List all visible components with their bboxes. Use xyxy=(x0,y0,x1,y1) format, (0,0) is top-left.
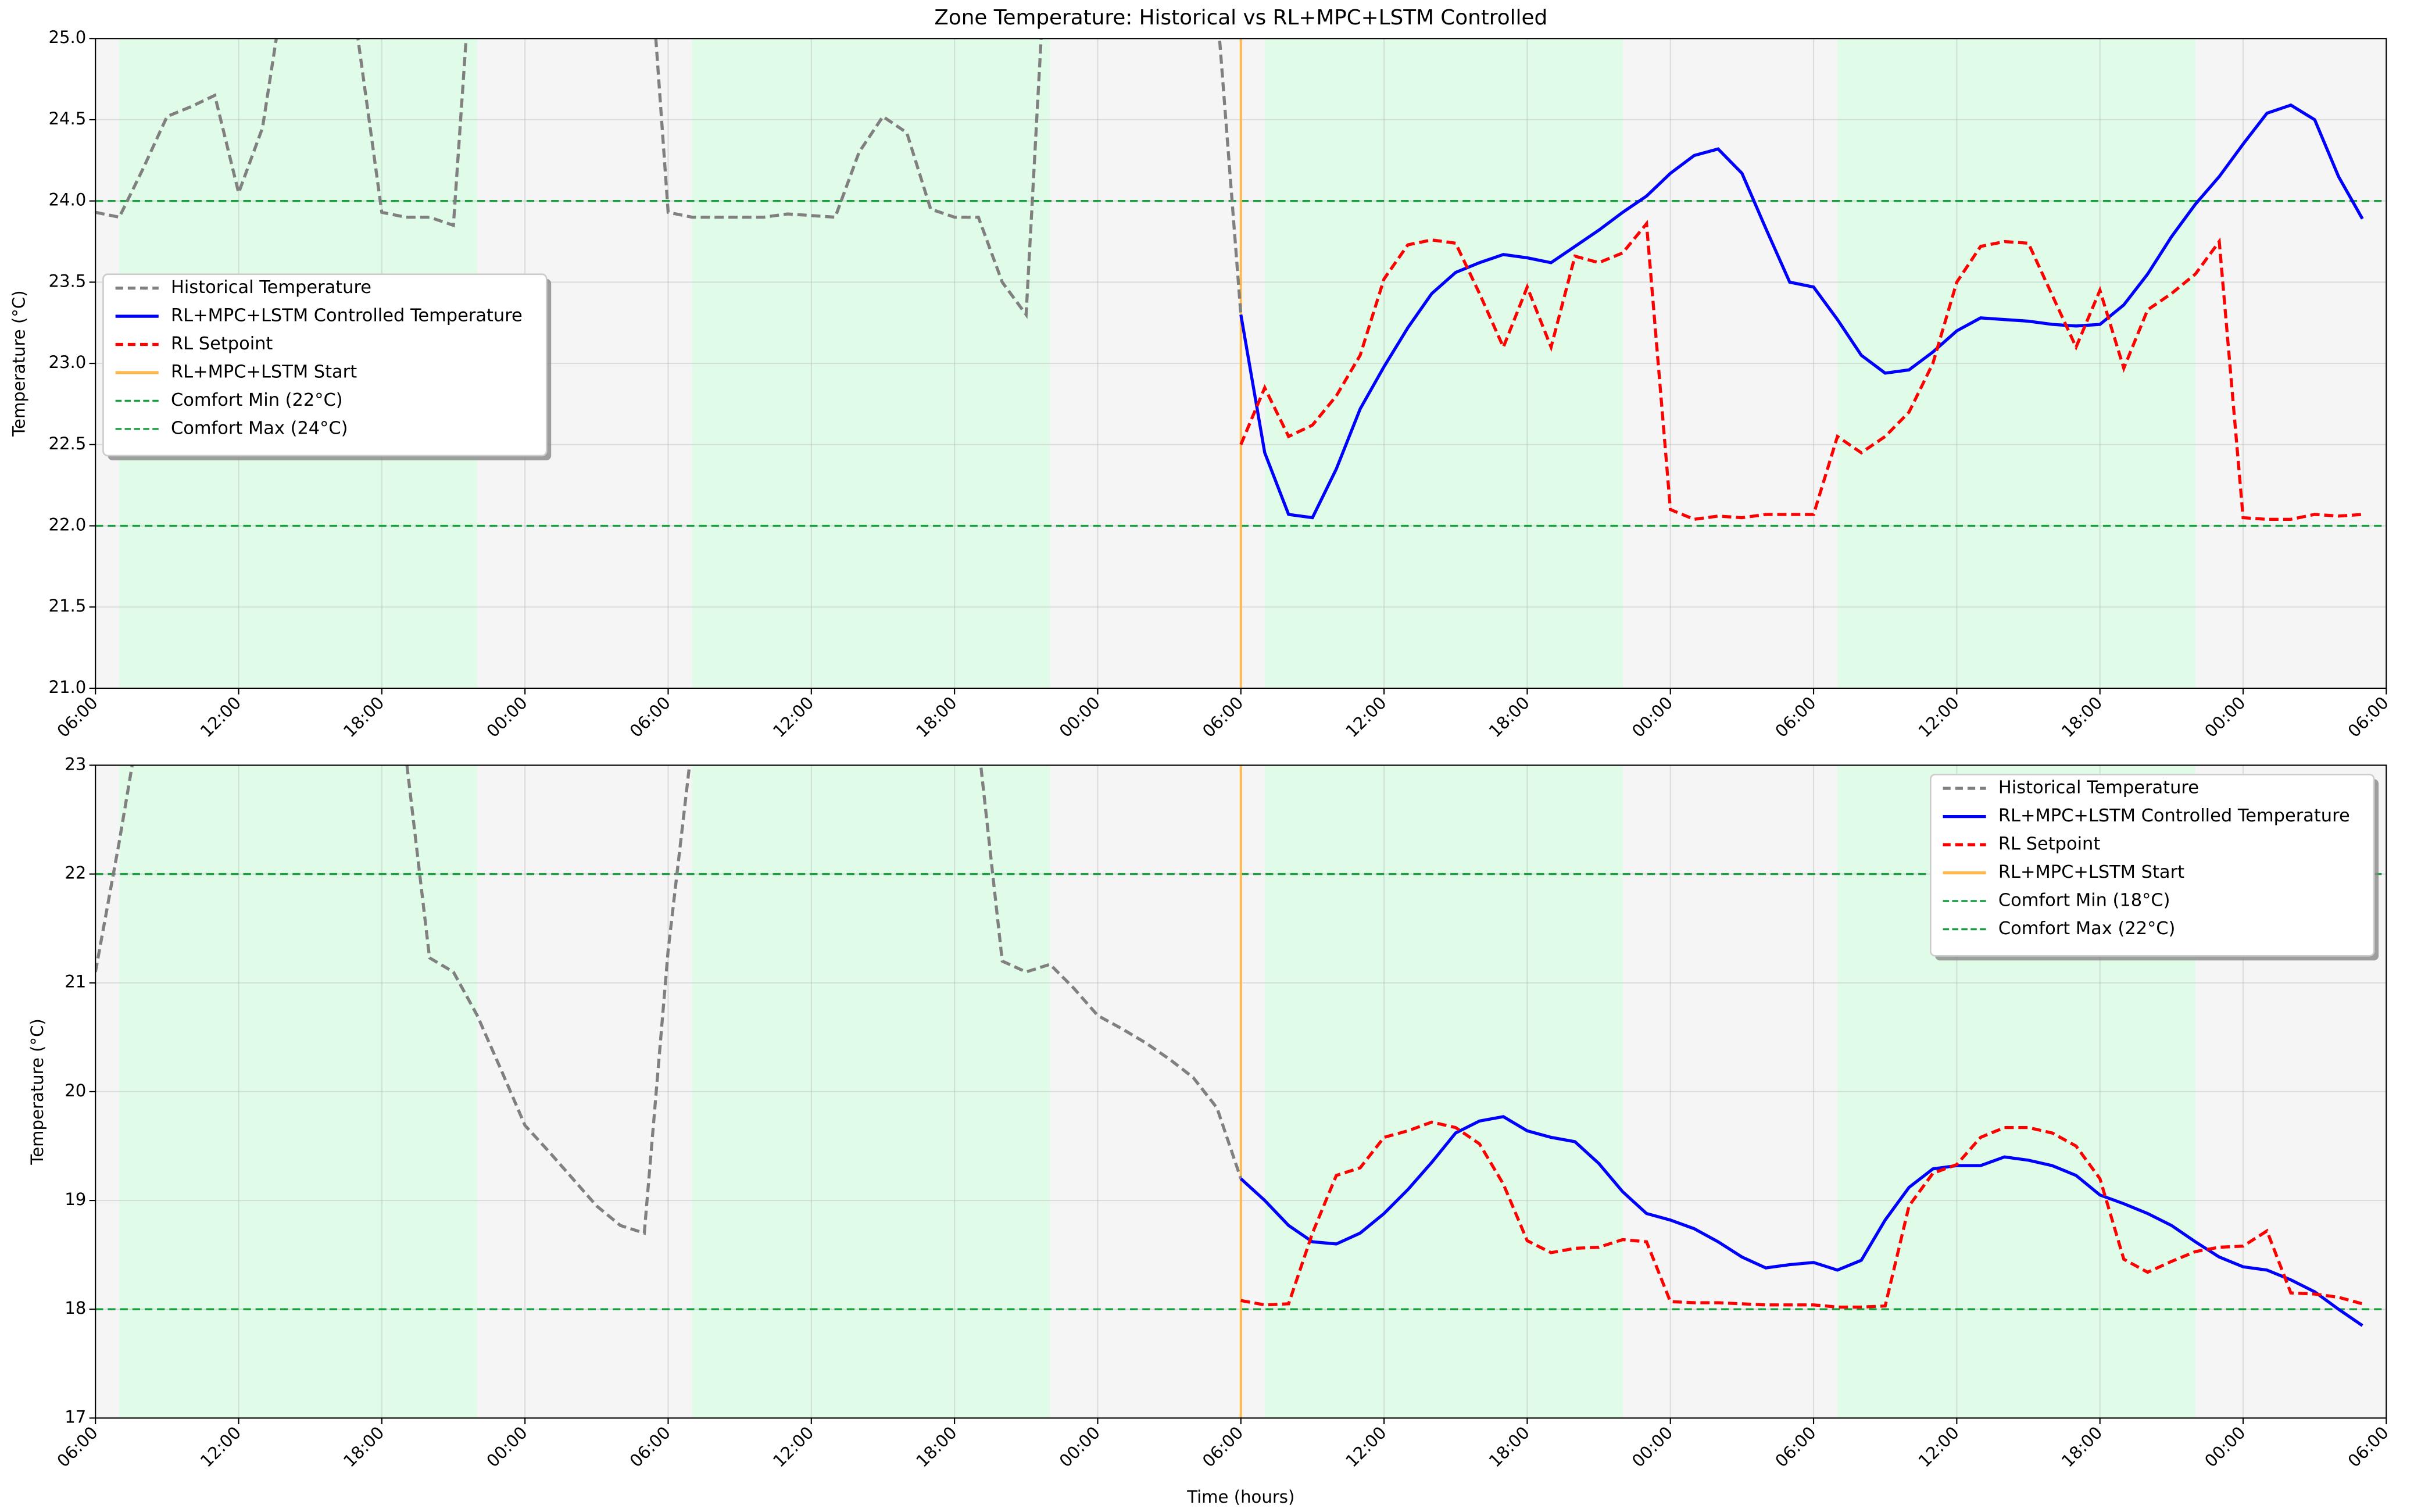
y-tick-label: 22.0 xyxy=(48,515,86,535)
legend-label: Comfort Min (22°C) xyxy=(171,390,343,410)
x-tick-label: 18:00 xyxy=(339,1422,388,1471)
x-tick-label: 12:00 xyxy=(1342,693,1390,741)
y-tick-label: 24.5 xyxy=(48,109,86,128)
plot-frame xyxy=(95,764,2387,1419)
legend-box xyxy=(1930,773,2375,957)
axes: 17 18 19 20 21 22 23 06:00 12:00 18:00 00:00 06:00 1… xyxy=(27,754,2392,1507)
y-tick-label: 21 xyxy=(65,972,86,992)
series-line xyxy=(95,765,1243,1235)
x-tick-label: 12:00 xyxy=(1915,1422,1963,1471)
y-tick-label: 19 xyxy=(65,1189,86,1209)
legend-label: RL Setpoint xyxy=(1998,834,2100,855)
y-tick-label: 17 xyxy=(65,1407,86,1427)
y-tick-label: 18 xyxy=(65,1298,86,1318)
x-tick-label: 00:00 xyxy=(482,693,531,741)
x-tick-label: 18:00 xyxy=(1485,1422,1533,1471)
legend: Historical Temperature RL+MPC+LSTM Contro… xyxy=(102,273,552,460)
series-line xyxy=(1239,103,2364,520)
legend-label: Historical Temperature xyxy=(1998,778,2199,798)
y-tick-label: 22.5 xyxy=(48,434,86,453)
x-tick-label: 06:00 xyxy=(53,1422,101,1471)
x-tick-label: 18:00 xyxy=(2058,693,2106,741)
y-axis-label: Temperature (°C) xyxy=(27,1018,47,1165)
x-tick-label: 00:00 xyxy=(1056,1422,1104,1471)
legend-label: RL Setpoint xyxy=(171,334,273,354)
x-tick-label: 12:00 xyxy=(1342,1422,1390,1471)
x-tick-label: 12:00 xyxy=(196,1422,245,1471)
y-tick-label: 25.0 xyxy=(48,27,86,47)
x-tick-label: 18:00 xyxy=(2058,1422,2106,1471)
legend-box xyxy=(102,273,548,457)
x-tick-label: 18:00 xyxy=(912,1422,960,1471)
plot-area xyxy=(95,38,2387,688)
legend-label: RL+MPC+LSTM Controlled Temperature xyxy=(1998,806,2350,826)
axes: 21.0 21.5 22.0 22.5 23.0 23.5 24.0 24.5 25.0 06:0… xyxy=(9,27,2392,741)
series-line xyxy=(95,38,1243,319)
y-tick-label: 22 xyxy=(65,863,86,883)
x-tick-label: 06:00 xyxy=(53,693,101,741)
y-tick-label: 23 xyxy=(65,754,86,774)
legend-label: Historical Temperature xyxy=(171,277,371,298)
x-tick-label: 06:00 xyxy=(1771,1422,1819,1471)
x-tick-label: 12:00 xyxy=(769,1422,817,1471)
plot-area xyxy=(95,765,2387,1418)
legend-label: RL+MPC+LSTM Controlled Temperature xyxy=(171,306,523,326)
x-tick-label: 12:00 xyxy=(1915,693,1963,741)
x-axis-label: Time (hours) xyxy=(1186,1487,1294,1507)
occupied-span xyxy=(692,38,1050,688)
occupied-span xyxy=(1264,38,1623,688)
y-tick-label: 21.5 xyxy=(48,596,86,616)
x-tick-label: 06:00 xyxy=(2344,693,2392,741)
series-line xyxy=(1240,1120,2363,1309)
legend-label: RL+MPC+LSTM Start xyxy=(1998,862,2184,882)
x-tick-label: 00:00 xyxy=(2201,693,2249,741)
x-tick-label: 06:00 xyxy=(1199,693,1247,741)
x-tick-label: 00:00 xyxy=(2201,1422,2249,1471)
x-tick-label: 12:00 xyxy=(196,693,245,741)
x-tick-label: 00:00 xyxy=(1628,693,1676,741)
chart-title: Zone Temperature: Historical vs RL+MPC+L… xyxy=(934,6,1547,30)
x-tick-label: 18:00 xyxy=(1485,693,1533,741)
x-tick-label: 12:00 xyxy=(769,693,817,741)
x-tick-label: 00:00 xyxy=(1056,693,1104,741)
occupied-span xyxy=(1837,38,2195,688)
y-tick-label: 20 xyxy=(65,1081,86,1100)
x-tick-label: 06:00 xyxy=(626,693,674,741)
legend: Historical Temperature RL+MPC+LSTM Contro… xyxy=(1930,773,2379,961)
y-tick-label: 23.0 xyxy=(48,352,86,372)
y-tick-label: 21.0 xyxy=(48,677,86,697)
plot-frame xyxy=(95,38,2387,689)
y-tick-label: 23.5 xyxy=(48,271,86,291)
x-tick-label: 00:00 xyxy=(1628,1422,1676,1471)
legend-label: Comfort Max (24°C) xyxy=(171,418,348,438)
x-tick-label: 06:00 xyxy=(1199,1422,1247,1471)
series-line xyxy=(1239,220,2363,521)
x-tick-label: 06:00 xyxy=(626,1422,674,1471)
series-line xyxy=(1239,1115,2363,1327)
x-tick-label: 00:00 xyxy=(482,1422,531,1471)
y-tick-label: 24.0 xyxy=(48,190,86,210)
x-tick-label: 18:00 xyxy=(339,693,388,741)
y-axis-label: Temperature (°C) xyxy=(9,290,28,437)
x-tick-label: 06:00 xyxy=(2344,1422,2392,1471)
x-tick-label: 06:00 xyxy=(1771,693,1819,741)
legend-label: RL+MPC+LSTM Start xyxy=(171,362,357,382)
legend-label: Comfort Min (18°C) xyxy=(1998,890,2170,910)
legend-label: Comfort Max (22°C) xyxy=(1998,918,2176,939)
x-tick-label: 18:00 xyxy=(912,693,960,741)
